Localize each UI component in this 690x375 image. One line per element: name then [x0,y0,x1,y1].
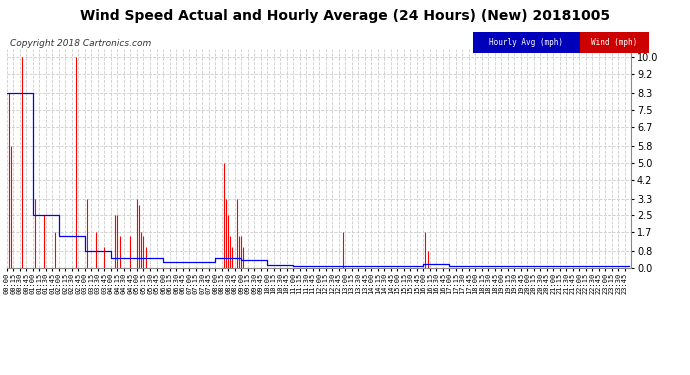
Text: Wind (mph): Wind (mph) [591,38,638,47]
Text: Copyright 2018 Cartronics.com: Copyright 2018 Cartronics.com [10,39,152,48]
Text: Wind Speed Actual and Hourly Average (24 Hours) (New) 20181005: Wind Speed Actual and Hourly Average (24… [80,9,610,23]
Text: Hourly Avg (mph): Hourly Avg (mph) [489,38,563,47]
